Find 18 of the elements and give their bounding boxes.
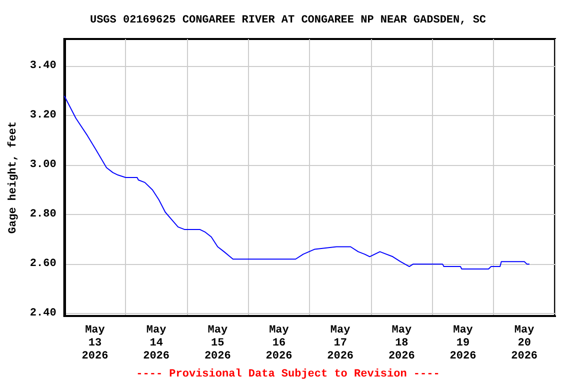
- x-tick-label: May 17 2026: [327, 324, 354, 362]
- text: ---- Provisional Data Subject to Revision ----: [136, 368, 440, 380]
- line-series: [64, 95, 530, 270]
- y-axis-title: Gage height, feet: [6, 121, 20, 234]
- y-tick-label: 3.00: [30, 159, 56, 172]
- x-tick-label: May 18 2026: [388, 324, 415, 362]
- y-tick-label: 3.40: [30, 60, 56, 72]
- x-tick-label: May 19 2026: [450, 324, 476, 362]
- x-tick-label: May 14 2026: [143, 324, 170, 362]
- y-tick-label: 2.40: [30, 308, 56, 320]
- y-tick-label: 3.20: [30, 110, 56, 122]
- x-tick-label: May 15 2026: [204, 324, 231, 362]
- y-tick-label: 2.80: [30, 208, 56, 221]
- x-tick-label: May 16 2026: [266, 324, 292, 362]
- x-tick-label: May 20 2026: [511, 324, 538, 362]
- y-tick-label: 2.60: [30, 258, 56, 270]
- x-tick-label: May 13 2026: [82, 324, 108, 362]
- chart-title: USGS 02169625 CONGAREE RIVER AT CONGAREE NP NEAR GADSDEN, SC: [90, 14, 486, 26]
